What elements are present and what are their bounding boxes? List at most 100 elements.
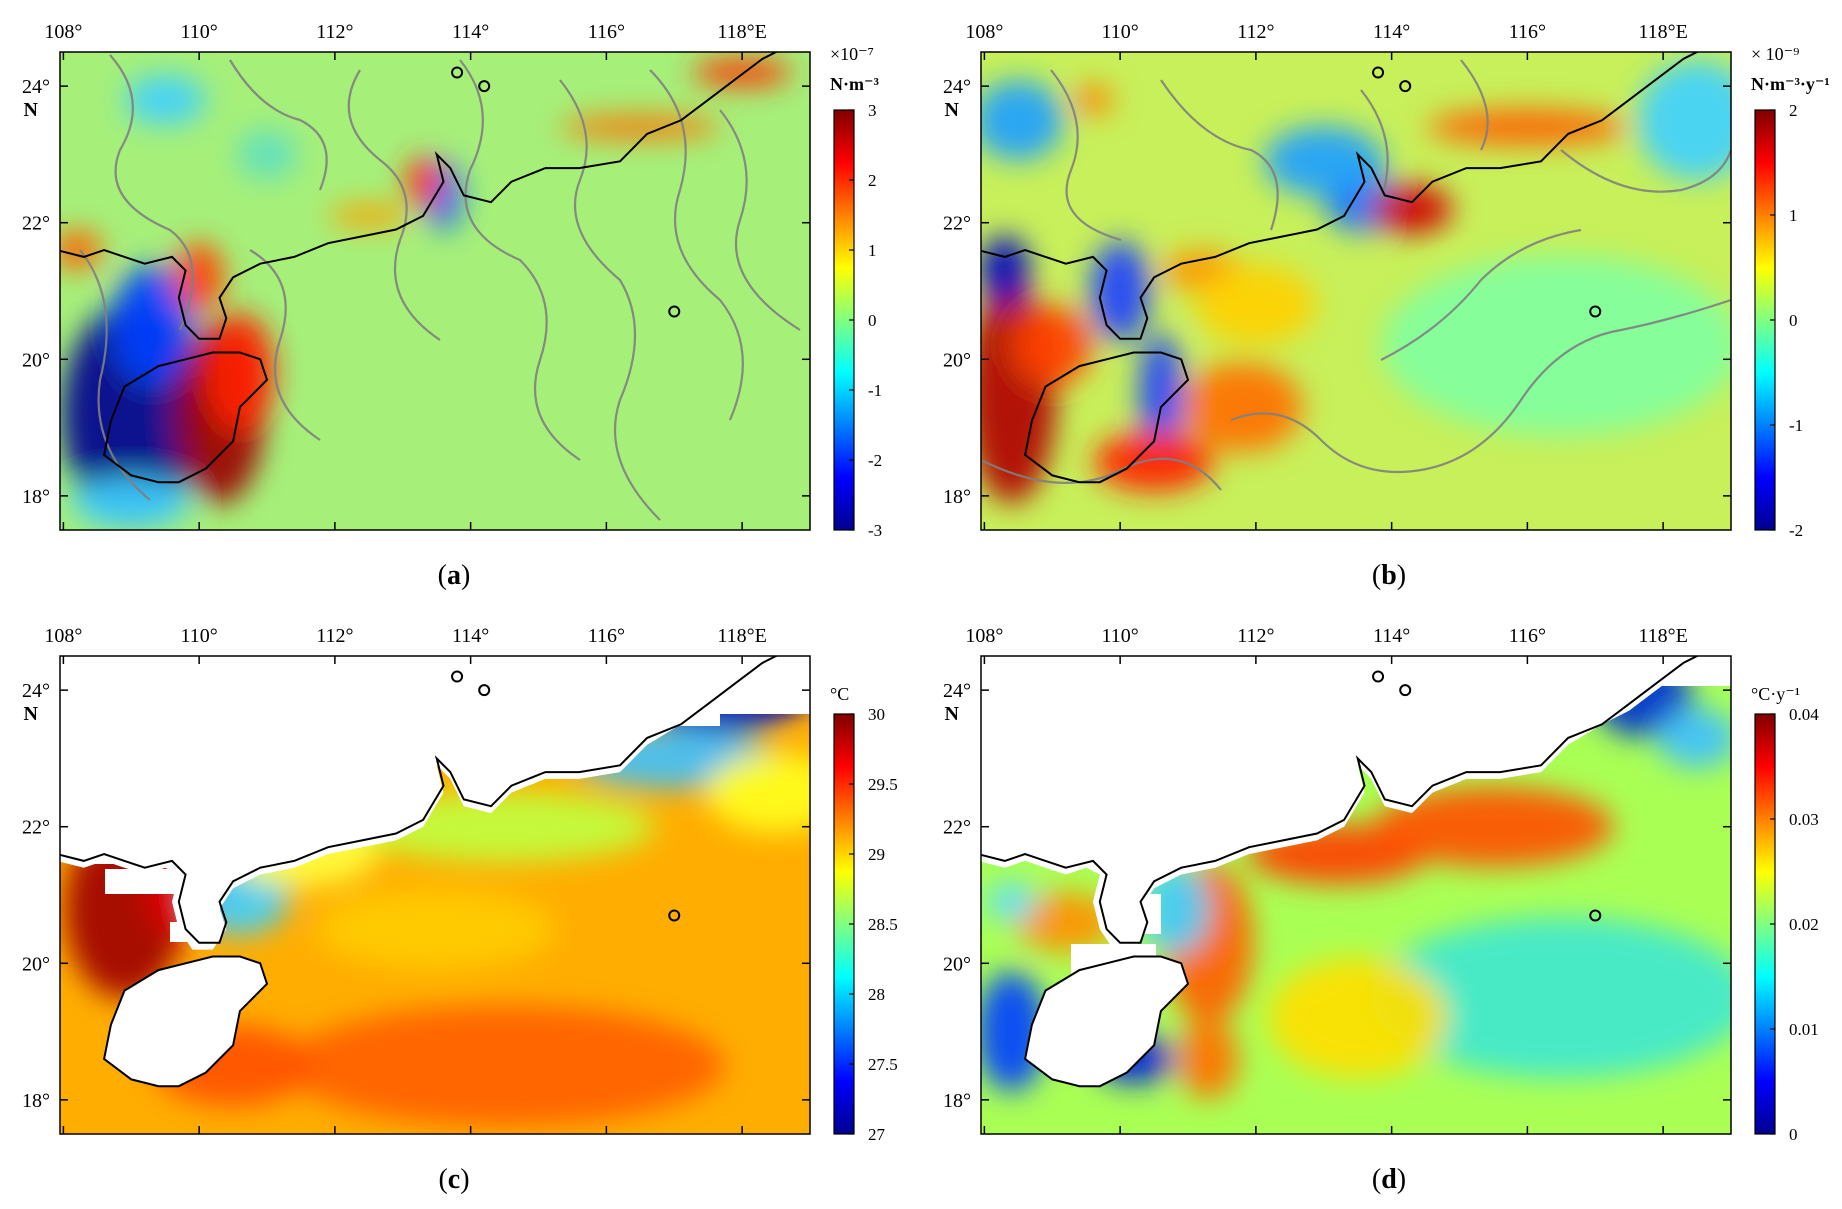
caption-a-letter: a (447, 560, 461, 591)
colorbar-tick-label: 2 (868, 171, 877, 190)
coastline-hainan (102, 351, 269, 484)
field-feature (204, 312, 275, 433)
colorbar-tick-label: 0.01 (1789, 1020, 1819, 1039)
lat-tick-label: 24° (22, 680, 50, 702)
contour-line (1560, 149, 1731, 193)
colorbar-tick-label: -2 (868, 451, 882, 470)
lon-tick-label: 118°E (1638, 21, 1687, 43)
map-frame (980, 51, 1732, 531)
field-feature (1637, 60, 1731, 181)
lon-tick-label: 114° (1373, 625, 1410, 647)
island-marker (1399, 80, 1412, 93)
land-mask (981, 656, 1731, 1087)
field-c (60, 656, 810, 1134)
mask-block (240, 729, 300, 749)
caption-c-open: ( (438, 1164, 448, 1195)
colorbar-tick-label: 0.04 (1789, 705, 1819, 724)
caption-b-open: ( (1371, 560, 1382, 591)
lat-tick-label: 20° (22, 349, 50, 371)
coastline (981, 656, 1700, 1088)
caption-a-close: ) (461, 560, 471, 591)
caption-b: (b) (1289, 560, 1489, 592)
mask-block (1081, 784, 1161, 814)
field-feature (328, 203, 409, 228)
mask-block (170, 818, 215, 873)
lon-tick-label: 110° (181, 625, 218, 647)
field-feature (1427, 109, 1628, 146)
coastline-mainland (981, 52, 1700, 340)
lon-tick-label: 108° (44, 625, 82, 647)
lon-tick-label: 118°E (717, 21, 766, 43)
land-area (981, 656, 1731, 950)
map-frame (59, 655, 811, 1135)
lon-tick-label: 116° (1509, 21, 1546, 43)
coastline-mainland (60, 52, 779, 340)
lat-tick-label: 22° (943, 817, 971, 839)
coastline-hainan (1023, 351, 1190, 484)
lat-tick-label: 18° (943, 486, 971, 508)
colorbar-tick-label: 30 (868, 705, 885, 724)
lon-tick-label: 112° (1237, 625, 1274, 647)
lon-tick-label: 114° (1373, 21, 1410, 43)
axes: 108° 110° 112° 114° 116° 118°E 24° 22° 20° 18° N (943, 625, 1731, 1134)
contour-line (229, 59, 328, 191)
mask-block (450, 714, 520, 734)
lon-tick-label: 112° (316, 625, 353, 647)
field-feature (316, 889, 557, 970)
field-feature (1094, 431, 1215, 492)
colorbar-tick-label: 1 (868, 241, 877, 260)
field-feature (1373, 786, 1614, 867)
colorbar-tick-label: -2 (1789, 521, 1803, 540)
lon-tick-label: 112° (1237, 21, 1274, 43)
lat-tick-label: 18° (22, 486, 50, 508)
colorbar-unit-line1: °C (830, 684, 849, 704)
field-a (60, 52, 810, 530)
lat-tick-label: 22° (22, 817, 50, 839)
island-marker (478, 80, 491, 93)
lon-tick-label: 116° (1509, 625, 1546, 647)
mask-block (640, 696, 720, 726)
caption-c-letter: c (447, 1164, 461, 1195)
lat-tick-label: 24° (943, 680, 971, 702)
field-feature (1267, 957, 1448, 1078)
field-feature (284, 1005, 725, 1126)
mask-block (190, 894, 220, 924)
contour-line (1050, 69, 1122, 242)
island-marker (1372, 670, 1385, 683)
map-frame (59, 51, 811, 531)
mask-block (1521, 690, 1601, 720)
mask-block (981, 789, 1061, 824)
colorbar-tick-label: 29.5 (868, 775, 898, 794)
field-blobs (981, 60, 1731, 504)
colorbar-tick-label: 0 (868, 311, 877, 330)
caption-d-open: ( (1371, 1164, 1382, 1195)
island-marker (668, 909, 681, 922)
lat-tick-label: 18° (22, 1090, 50, 1112)
contour-line (1380, 228, 1582, 361)
contour-line (1460, 59, 1489, 151)
island-marker (451, 670, 464, 683)
field-feature (1263, 126, 1384, 197)
colorbar-tick-label: 0 (1789, 1125, 1798, 1144)
field-b (981, 52, 1731, 530)
island-marker (1589, 909, 1602, 922)
contour-lines (981, 59, 1731, 491)
contour-line (347, 69, 441, 341)
colorbar-tick-label: 0.03 (1789, 810, 1819, 829)
contour-line (249, 249, 321, 441)
field-d (981, 656, 1731, 1134)
lat-tick-label: 18° (943, 1090, 971, 1112)
island-marker (1399, 684, 1412, 697)
coastline-hainan (102, 955, 269, 1088)
colorbar-unit-line1: °C·y⁻¹ (1751, 684, 1800, 704)
island-marker (1589, 305, 1602, 318)
contour-line (719, 109, 801, 331)
field-feature (1182, 362, 1303, 453)
lon-tick-label: 110° (1102, 625, 1139, 647)
field-blobs (60, 58, 793, 528)
mask-block (320, 714, 430, 739)
colorbar-tick-label: 3 (868, 101, 877, 120)
colorbar-tick-label: 27.5 (868, 1055, 898, 1074)
colorbar-unit-line1: ×10⁻⁷ (830, 44, 874, 64)
panel-a: 108° 110° 112° 114° 116° 118°E 24° 22° 20° 18° N 3 2… (0, 0, 921, 604)
